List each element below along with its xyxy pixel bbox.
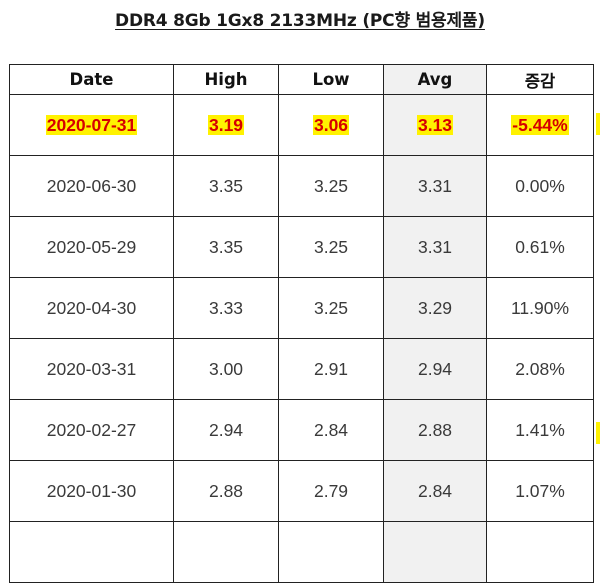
table-row: 2020-05-29 3.35 3.25 3.31 0.61% xyxy=(9,216,594,278)
highlighted-value: 3.06 xyxy=(312,114,350,135)
cell-low: 3.06 xyxy=(278,94,384,156)
cell-low: 2.91 xyxy=(278,338,384,400)
header-high: High xyxy=(173,64,279,95)
cell-high: 2.94 xyxy=(173,399,279,461)
cell-low: 3.25 xyxy=(278,216,384,278)
price-table: Date High Low Avg 증감 2020-07-31 3.19 3.0… xyxy=(9,64,594,583)
table-row: 2020-02-27 2.94 2.84 2.88 1.41% xyxy=(9,399,594,461)
highlighted-value: 3.13 xyxy=(416,114,454,135)
highlighted-value: -5.44% xyxy=(511,114,569,135)
table-row: 2020-01-30 2.88 2.79 2.84 1.07% xyxy=(9,460,594,522)
table-row-highlighted: 2020-07-31 3.19 3.06 3.13 -5.44% xyxy=(9,94,594,156)
cell-change: 0.61% xyxy=(486,216,594,278)
cell-change: 1.41% xyxy=(486,399,594,461)
cell-date: 2020-07-31 xyxy=(9,94,174,156)
cell-high: 3.35 xyxy=(173,155,279,217)
cell-date: 2020-03-31 xyxy=(9,338,174,400)
cell-high: 3.33 xyxy=(173,277,279,339)
header-change: 증감 xyxy=(486,64,594,95)
highlight-marker xyxy=(596,113,600,135)
cell-avg: 3.31 xyxy=(383,216,487,278)
cell-avg: 3.31 xyxy=(383,155,487,217)
header-date: Date xyxy=(9,64,174,95)
cell-low: 3.25 xyxy=(278,155,384,217)
cell-high: 2.88 xyxy=(173,460,279,522)
cell-high: 3.00 xyxy=(173,338,279,400)
table-row: 2020-06-30 3.35 3.25 3.31 0.00% xyxy=(9,155,594,217)
cell-change: 0.00% xyxy=(486,155,594,217)
page-title: DDR4 8Gb 1Gx8 2133MHz (PC향 범용제품) xyxy=(115,11,485,31)
cell-change: 11.90% xyxy=(486,277,594,339)
cell-change: 1.07% xyxy=(486,460,594,522)
cell-date: 2020-02-27 xyxy=(9,399,174,461)
cell-avg: 2.88 xyxy=(383,399,487,461)
cell-date: 2020-04-30 xyxy=(9,277,174,339)
cell-change: -5.44% xyxy=(486,94,594,156)
cell-high: 3.35 xyxy=(173,216,279,278)
cell-change: 2.08% xyxy=(486,338,594,400)
cell-avg: 3.13 xyxy=(383,94,487,156)
cell-date: 2020-06-30 xyxy=(9,155,174,217)
header-low: Low xyxy=(278,64,384,95)
cell-low: 3.25 xyxy=(278,277,384,339)
cell-low: 2.84 xyxy=(278,399,384,461)
cell-high: 3.19 xyxy=(173,94,279,156)
table-row: 2020-03-31 3.00 2.91 2.94 2.08% xyxy=(9,338,594,400)
cell-date: 2020-01-30 xyxy=(9,460,174,522)
table-header-row: Date High Low Avg 증감 xyxy=(9,64,594,95)
cell-date: 2020-05-29 xyxy=(9,216,174,278)
cell-avg: 2.84 xyxy=(383,460,487,522)
table-row: 2020-04-30 3.33 3.25 3.29 11.90% xyxy=(9,277,594,339)
highlighted-value: 3.19 xyxy=(207,114,245,135)
cell-low: 2.79 xyxy=(278,460,384,522)
highlight-marker xyxy=(596,422,600,444)
cell-avg: 2.94 xyxy=(383,338,487,400)
cell-avg: 3.29 xyxy=(383,277,487,339)
highlighted-value: 2020-07-31 xyxy=(45,114,138,135)
header-avg: Avg xyxy=(383,64,487,95)
